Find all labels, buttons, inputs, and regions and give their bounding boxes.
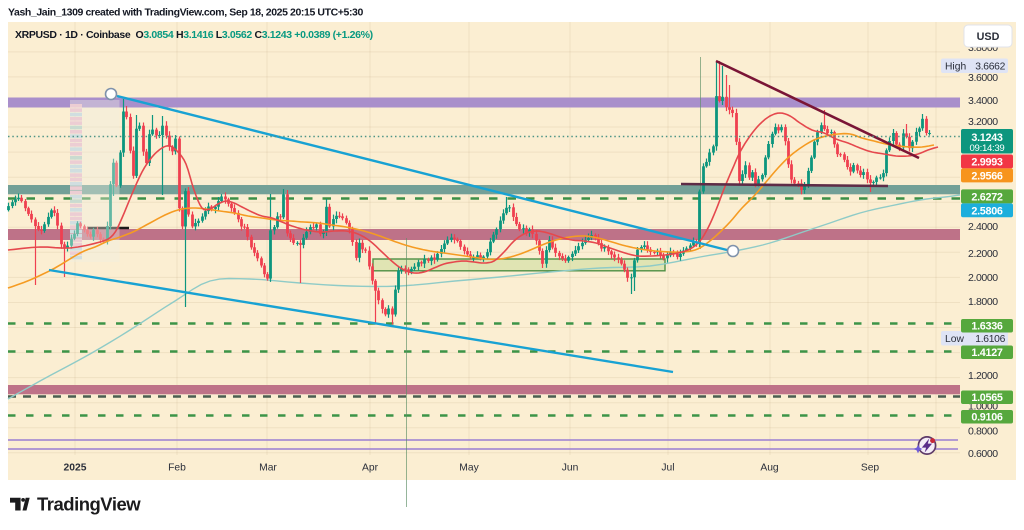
svg-text:3.6000: 3.6000: [968, 72, 998, 84]
svg-text:Low: Low: [945, 334, 964, 345]
svg-text:3.4000: 3.4000: [968, 95, 998, 107]
svg-text:2025: 2025: [64, 463, 87, 474]
svg-text:2.4000: 2.4000: [968, 221, 998, 233]
svg-text:0.8000: 0.8000: [968, 425, 998, 437]
svg-text:0.9106: 0.9106: [971, 412, 1003, 424]
svg-text:Apr: Apr: [362, 463, 379, 474]
svg-text:2.6272: 2.6272: [971, 191, 1003, 203]
svg-text:1.4127: 1.4127: [971, 347, 1003, 359]
svg-text:Jul: Jul: [661, 463, 674, 474]
svg-text:1.0565: 1.0565: [971, 392, 1003, 404]
svg-text:0.6000: 0.6000: [968, 448, 998, 460]
svg-text:09:14:39: 09:14:39: [970, 143, 1005, 154]
svg-text:XRPUSD · 1D · Coinbase O3.085: XRPUSD · 1D · Coinbase O3.0854 H3.1416 L…: [15, 29, 373, 41]
svg-text:2.2000: 2.2000: [968, 248, 998, 260]
svg-text:1.6106: 1.6106: [975, 334, 1005, 345]
svg-text:TradingView: TradingView: [37, 494, 141, 515]
svg-text:1.2000: 1.2000: [968, 370, 998, 382]
svg-text:2.9993: 2.9993: [971, 156, 1003, 168]
svg-text:Jun: Jun: [562, 463, 579, 474]
svg-text:May: May: [459, 463, 479, 474]
svg-text:2.5806: 2.5806: [971, 205, 1003, 217]
svg-text:Yash_Jain_1309 created with Tr: Yash_Jain_1309 created with TradingView.…: [8, 7, 363, 19]
svg-text:High: High: [945, 61, 966, 72]
svg-text:3.1243: 3.1243: [971, 132, 1003, 144]
svg-text:2.0000: 2.0000: [968, 272, 998, 284]
svg-text:Feb: Feb: [168, 463, 186, 474]
svg-text:Sep: Sep: [861, 463, 880, 474]
svg-text:3.2000: 3.2000: [968, 116, 998, 128]
svg-text:1.8000: 1.8000: [968, 296, 998, 308]
svg-text:Aug: Aug: [760, 463, 779, 474]
svg-text:2.9566: 2.9566: [971, 170, 1003, 182]
svg-text:Mar: Mar: [259, 463, 277, 474]
svg-text:USD: USD: [977, 31, 1000, 43]
svg-text:1.6336: 1.6336: [971, 321, 1003, 333]
svg-text:3.6662: 3.6662: [975, 61, 1005, 72]
